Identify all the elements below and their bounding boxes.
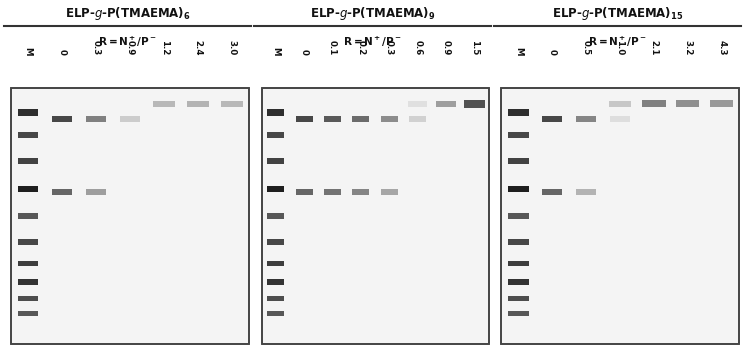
- Text: 1.0: 1.0: [615, 40, 624, 55]
- Bar: [18, 185, 39, 192]
- Bar: [508, 261, 528, 266]
- Text: 0.2: 0.2: [356, 40, 365, 55]
- Text: 0.3: 0.3: [92, 40, 100, 55]
- Bar: [262, 88, 489, 344]
- Bar: [52, 189, 72, 195]
- Bar: [501, 88, 739, 344]
- Bar: [267, 132, 284, 138]
- Bar: [353, 116, 370, 122]
- Bar: [542, 189, 562, 195]
- Bar: [508, 158, 528, 164]
- Bar: [187, 101, 210, 107]
- Bar: [18, 239, 39, 245]
- Bar: [267, 213, 284, 219]
- Text: $\bf{R=N^+/P^-}$: $\bf{R=N^+/P^-}$: [343, 35, 403, 49]
- Text: 1.2: 1.2: [159, 40, 169, 55]
- Bar: [676, 100, 699, 107]
- Bar: [11, 88, 249, 344]
- Text: 4.3: 4.3: [717, 40, 726, 55]
- Text: 2.1: 2.1: [650, 40, 658, 55]
- Bar: [576, 189, 596, 195]
- Bar: [267, 239, 284, 245]
- Bar: [52, 116, 72, 122]
- Bar: [18, 158, 39, 164]
- Bar: [295, 189, 312, 195]
- Bar: [642, 100, 666, 107]
- Text: ELP-$\mathbf{\mathit{g}}$-P(TMAEMA)$_{\mathbf{6}}$: ELP-$\mathbf{\mathit{g}}$-P(TMAEMA)$_{\m…: [65, 5, 190, 22]
- Text: 0: 0: [548, 49, 557, 55]
- Text: M: M: [272, 47, 280, 55]
- Text: 1.5: 1.5: [470, 40, 479, 55]
- Bar: [153, 101, 176, 107]
- Bar: [508, 239, 528, 245]
- Text: 2.4: 2.4: [193, 40, 202, 55]
- Bar: [120, 116, 141, 122]
- Bar: [508, 132, 528, 138]
- Bar: [18, 132, 39, 138]
- Bar: [18, 109, 39, 116]
- Text: 0.9: 0.9: [442, 40, 451, 55]
- Bar: [409, 116, 426, 122]
- Bar: [267, 296, 284, 301]
- Text: 3.0: 3.0: [228, 40, 237, 55]
- Text: 0: 0: [57, 49, 67, 55]
- Bar: [464, 100, 485, 108]
- Bar: [86, 116, 106, 122]
- Text: 0.6: 0.6: [413, 40, 422, 55]
- Bar: [381, 189, 398, 195]
- Bar: [11, 88, 249, 344]
- Text: M: M: [24, 47, 33, 55]
- Bar: [353, 189, 370, 195]
- Bar: [508, 311, 528, 316]
- Bar: [508, 109, 528, 116]
- Bar: [267, 280, 284, 284]
- Text: M: M: [514, 47, 523, 55]
- Bar: [408, 101, 427, 107]
- Bar: [542, 116, 562, 122]
- Bar: [508, 213, 528, 219]
- Bar: [267, 109, 284, 116]
- Text: 0.9: 0.9: [126, 40, 135, 55]
- Bar: [262, 88, 489, 344]
- Bar: [324, 116, 341, 122]
- Text: ELP-$\mathbf{\mathit{g}}$-P(TMAEMA)$_{\mathbf{15}}$: ELP-$\mathbf{\mathit{g}}$-P(TMAEMA)$_{\m…: [552, 5, 683, 22]
- Bar: [710, 100, 734, 107]
- Text: 3.2: 3.2: [683, 40, 692, 55]
- Bar: [18, 261, 39, 266]
- Bar: [267, 261, 284, 266]
- Text: 0.5: 0.5: [582, 40, 591, 55]
- Bar: [267, 158, 284, 164]
- Bar: [18, 213, 39, 219]
- Bar: [86, 189, 106, 195]
- Text: $\bf{R=N^+/P^-}$: $\bf{R=N^+/P^-}$: [98, 35, 157, 49]
- Bar: [508, 280, 528, 284]
- Bar: [610, 116, 630, 122]
- Bar: [508, 185, 528, 192]
- Text: 0.1: 0.1: [328, 40, 337, 55]
- Bar: [267, 185, 284, 192]
- Bar: [381, 116, 398, 122]
- Bar: [501, 88, 739, 344]
- Text: 0.3: 0.3: [385, 40, 394, 55]
- Text: 0: 0: [300, 49, 309, 55]
- Bar: [18, 311, 39, 316]
- Bar: [437, 101, 456, 107]
- Bar: [18, 296, 39, 301]
- Bar: [220, 101, 243, 107]
- Text: $\bf{R=N^+/P^-}$: $\bf{R=N^+/P^-}$: [588, 35, 647, 49]
- Bar: [609, 101, 631, 107]
- Bar: [324, 189, 341, 195]
- Text: ELP-$\mathbf{\mathit{g}}$-P(TMAEMA)$_{\mathbf{9}}$: ELP-$\mathbf{\mathit{g}}$-P(TMAEMA)$_{\m…: [310, 5, 435, 22]
- Bar: [18, 280, 39, 284]
- Bar: [267, 311, 284, 316]
- Bar: [576, 116, 596, 122]
- Bar: [295, 116, 312, 122]
- Bar: [508, 296, 528, 301]
